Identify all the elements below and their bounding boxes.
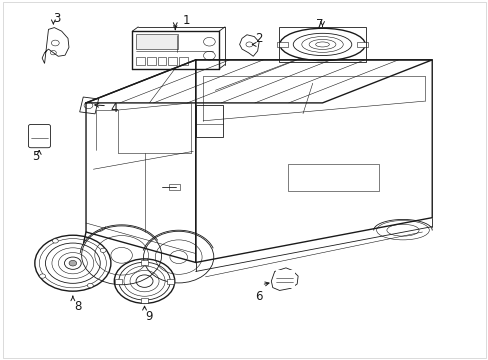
Circle shape: [87, 283, 93, 288]
Text: 5: 5: [32, 150, 40, 163]
Text: 9: 9: [145, 310, 153, 324]
Bar: [80, 97, 99, 114]
Polygon shape: [271, 268, 298, 291]
Circle shape: [40, 274, 45, 278]
Circle shape: [100, 248, 106, 252]
Bar: [179, 57, 187, 65]
Bar: [168, 184, 179, 190]
Text: 3: 3: [53, 12, 61, 25]
Text: 8: 8: [74, 300, 81, 313]
Circle shape: [52, 239, 58, 243]
Bar: [115, 279, 122, 284]
Text: 4: 4: [110, 102, 117, 115]
Bar: [288, 164, 378, 191]
Bar: [276, 270, 294, 288]
Text: 7: 7: [316, 18, 323, 31]
Polygon shape: [239, 35, 259, 56]
Text: 2: 2: [255, 32, 263, 45]
Text: 6: 6: [255, 290, 263, 303]
Bar: [276, 41, 288, 47]
Bar: [356, 41, 367, 47]
Bar: [158, 57, 166, 65]
Bar: [168, 57, 177, 65]
Text: 1: 1: [182, 14, 189, 27]
Bar: [166, 279, 173, 284]
Circle shape: [69, 260, 77, 266]
Bar: [141, 260, 148, 265]
Polygon shape: [42, 28, 69, 63]
Bar: [136, 57, 145, 65]
Bar: [141, 297, 148, 302]
Bar: [136, 34, 177, 49]
Bar: [195, 105, 222, 137]
Bar: [147, 57, 156, 65]
FancyBboxPatch shape: [28, 125, 50, 148]
